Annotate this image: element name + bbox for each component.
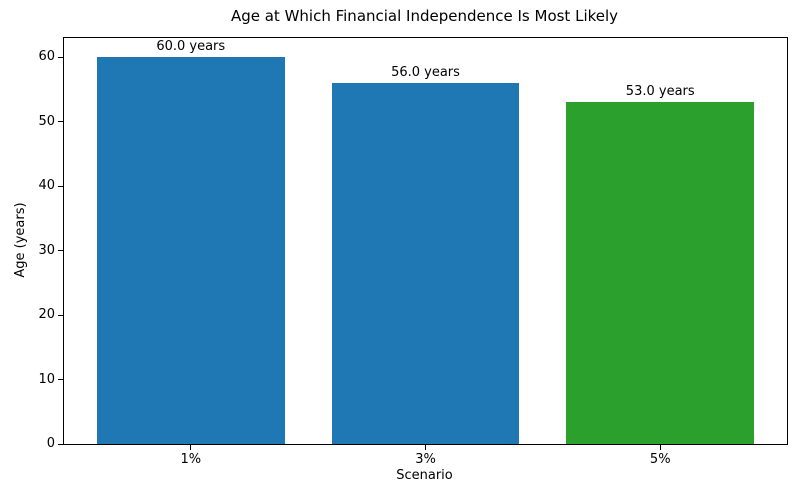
plot-area: 0 10 20 30 40 50 60 60.0 years 1% 56.0 years 3% 53.… [38, 37, 788, 467]
y-tick-mark [58, 443, 63, 445]
y-tick-label: 50 [38, 113, 55, 129]
bar-value-label: 60.0 years [156, 39, 226, 55]
bar [331, 83, 520, 444]
x-axis-label: Scenario [396, 468, 453, 483]
x-tick-label: 3% [415, 452, 436, 467]
bar-value-label: 53.0 years [625, 84, 695, 100]
y-tick-mark [58, 56, 63, 58]
x-tick-mark [425, 445, 426, 450]
x-tick-mark [190, 445, 192, 450]
y-tick-label: 30 [38, 242, 55, 258]
bar [96, 57, 285, 444]
x-tick-label: 1% [180, 452, 202, 467]
bar-value-label: 56.0 years [391, 65, 460, 81]
y-tick-mark [58, 250, 63, 252]
y-tick-label: 0 [46, 436, 55, 451]
y-tick-label: 10 [38, 371, 55, 387]
y-tick-label: 20 [38, 307, 55, 323]
y-tick-label: 60 [38, 49, 55, 65]
y-tick-mark [58, 121, 63, 123]
y-tick-mark [58, 379, 63, 381]
x-tick-label: 5% [649, 452, 671, 467]
bar [566, 102, 755, 444]
y-tick-mark [58, 185, 63, 187]
y-tick-mark [58, 314, 63, 316]
x-tick-mark [659, 445, 661, 450]
chart-title: Age at Which Financial Independence Is M… [230, 7, 619, 25]
y-tick-label: 40 [38, 178, 55, 194]
